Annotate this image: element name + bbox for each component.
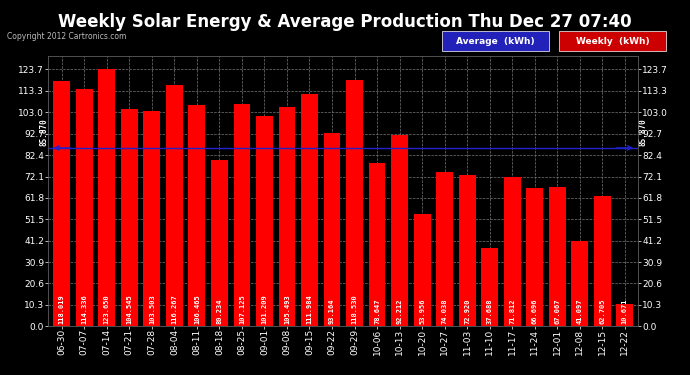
- Text: 72.920: 72.920: [464, 298, 470, 324]
- Bar: [211, 160, 228, 326]
- Text: 53.956: 53.956: [419, 298, 425, 324]
- Bar: [233, 104, 250, 326]
- Text: Copyright 2012 Cartronics.com: Copyright 2012 Cartronics.com: [7, 32, 126, 41]
- Text: 78.647: 78.647: [374, 298, 380, 324]
- Bar: [368, 163, 386, 326]
- Text: 114.336: 114.336: [81, 294, 88, 324]
- Bar: [166, 85, 183, 326]
- Text: 10.671: 10.671: [622, 298, 628, 324]
- Bar: [121, 109, 138, 326]
- Bar: [188, 105, 206, 326]
- Text: 41.097: 41.097: [577, 298, 583, 324]
- Text: 80.234: 80.234: [217, 298, 222, 324]
- Bar: [616, 304, 633, 326]
- Text: 118.530: 118.530: [351, 294, 357, 324]
- Text: 71.812: 71.812: [509, 298, 515, 324]
- Text: 85.870: 85.870: [39, 118, 48, 146]
- Bar: [99, 69, 115, 326]
- Bar: [571, 241, 588, 326]
- Bar: [301, 94, 318, 326]
- Text: Weekly  (kWh): Weekly (kWh): [575, 37, 649, 46]
- Bar: [504, 177, 520, 326]
- Bar: [549, 187, 566, 326]
- Bar: [279, 107, 295, 326]
- Bar: [526, 188, 543, 326]
- Text: 107.125: 107.125: [239, 294, 245, 324]
- Text: 92.212: 92.212: [397, 298, 402, 324]
- Bar: [459, 175, 475, 326]
- Text: 123.650: 123.650: [104, 294, 110, 324]
- Text: 37.688: 37.688: [486, 298, 493, 324]
- Text: 116.267: 116.267: [171, 294, 177, 324]
- Bar: [594, 196, 611, 326]
- Bar: [53, 81, 70, 326]
- Text: Weekly Solar Energy & Average Production Thu Dec 27 07:40: Weekly Solar Energy & Average Production…: [58, 13, 632, 31]
- Text: 111.984: 111.984: [306, 294, 313, 324]
- Text: 62.705: 62.705: [599, 298, 605, 324]
- Text: 67.067: 67.067: [554, 298, 560, 324]
- Text: 104.545: 104.545: [126, 294, 132, 324]
- Text: Average  (kWh): Average (kWh): [456, 37, 534, 46]
- Bar: [256, 116, 273, 326]
- Bar: [436, 172, 453, 326]
- Text: 66.696: 66.696: [532, 298, 538, 324]
- Text: 85.870: 85.870: [638, 118, 647, 146]
- Bar: [76, 89, 92, 326]
- Text: 101.209: 101.209: [262, 294, 268, 324]
- Text: 118.019: 118.019: [59, 294, 65, 324]
- Bar: [413, 214, 431, 326]
- Bar: [481, 248, 498, 326]
- Text: 105.493: 105.493: [284, 294, 290, 324]
- Text: 106.465: 106.465: [194, 294, 200, 324]
- Text: 93.164: 93.164: [329, 298, 335, 324]
- Bar: [346, 80, 363, 326]
- Bar: [144, 111, 160, 326]
- Text: 74.038: 74.038: [442, 298, 448, 324]
- Bar: [391, 135, 408, 326]
- Bar: [324, 133, 340, 326]
- Text: 103.503: 103.503: [149, 294, 155, 324]
